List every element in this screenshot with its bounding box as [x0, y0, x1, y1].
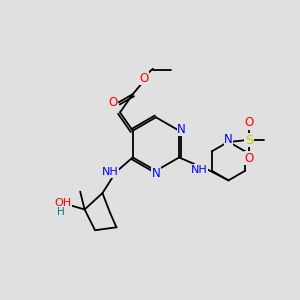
Text: OH: OH: [54, 199, 71, 208]
Text: S: S: [245, 134, 254, 147]
Text: O: O: [245, 116, 254, 129]
Text: O: O: [109, 96, 118, 109]
Text: O: O: [245, 152, 254, 165]
Text: N: N: [224, 133, 233, 146]
Text: H: H: [57, 206, 65, 217]
Text: N: N: [152, 167, 160, 180]
Text: NH: NH: [101, 167, 118, 177]
Text: NH: NH: [190, 165, 207, 175]
Text: O: O: [139, 72, 148, 85]
Text: N: N: [177, 123, 186, 136]
